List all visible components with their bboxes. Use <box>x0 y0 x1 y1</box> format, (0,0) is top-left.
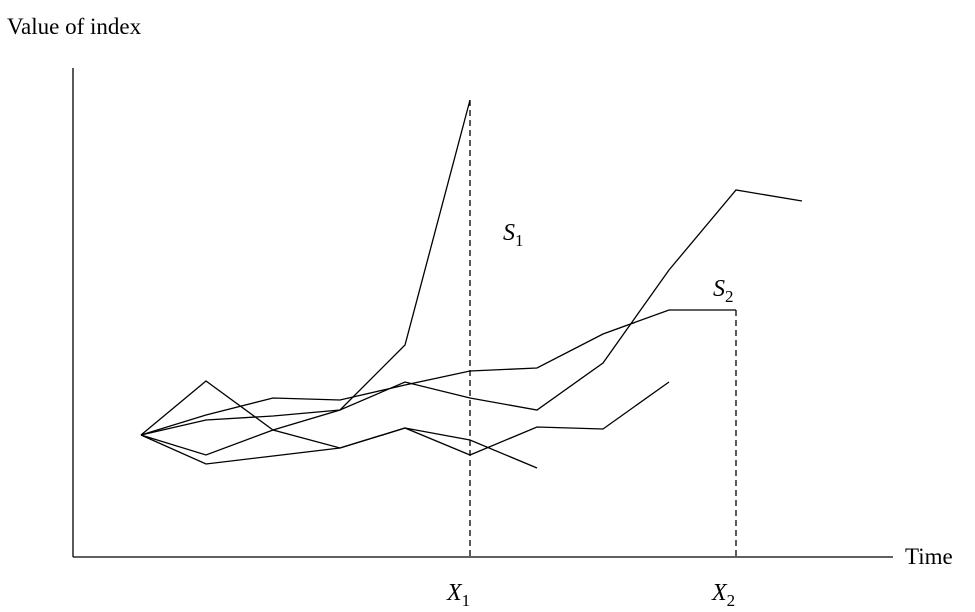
label-letter: X <box>446 580 463 606</box>
path-line <box>140 380 538 469</box>
label-letter: S <box>503 220 515 246</box>
label-subscript: 1 <box>515 231 524 250</box>
label-subscript: 2 <box>725 287 734 306</box>
path-line <box>140 309 736 436</box>
label-letter: X <box>711 580 728 606</box>
x1-label: X1 <box>446 580 470 610</box>
x-axis-label: Time <box>905 544 953 569</box>
x2-label: X2 <box>711 580 735 610</box>
path-line <box>140 381 670 465</box>
label-letter: S <box>713 276 725 302</box>
label-subscript: 1 <box>462 591 471 610</box>
path-line <box>140 189 803 436</box>
s2-label: S2 <box>713 276 734 306</box>
y-axis-label: Value of index <box>7 14 142 39</box>
path-line <box>140 99 471 456</box>
label-subscript: 2 <box>727 591 736 610</box>
s1-label: S1 <box>503 220 524 250</box>
